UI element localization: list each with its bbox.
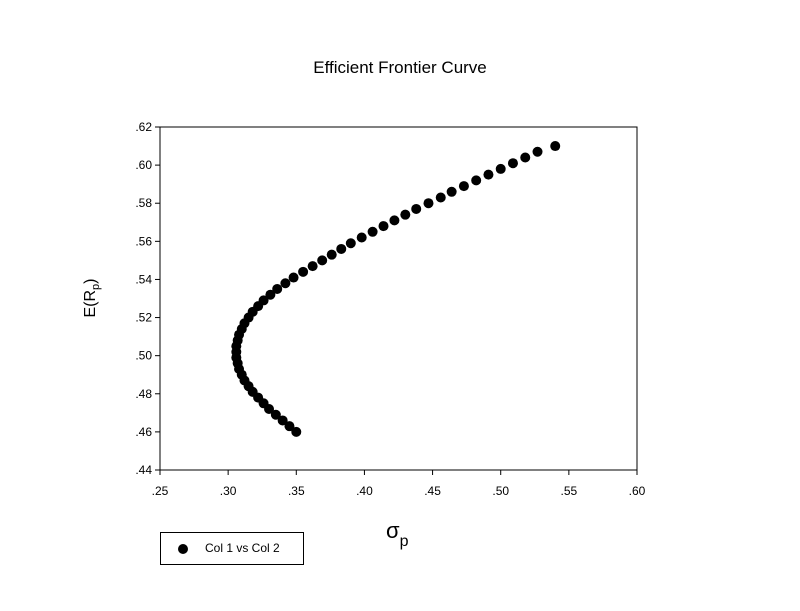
data-point [507, 158, 518, 169]
x-tick-label: .55 [561, 484, 578, 498]
y-tick-label: .44 [135, 463, 152, 477]
data-point [532, 146, 543, 157]
y-tick-label: .56 [135, 234, 152, 248]
y-tick-label: .52 [135, 311, 152, 325]
data-point [317, 255, 328, 266]
y-tick-label: .46 [135, 425, 152, 439]
data-point [298, 266, 309, 277]
legend-label: Col 1 vs Col 2 [205, 541, 280, 555]
data-point [280, 278, 291, 289]
x-tick-label: .60 [629, 484, 646, 498]
data-point [326, 249, 337, 260]
data-point [423, 198, 434, 209]
data-point [307, 261, 318, 272]
x-tick-label: .30 [220, 484, 237, 498]
legend: Col 1 vs Col 2 [160, 532, 304, 565]
data-point [288, 272, 299, 283]
data-point [270, 409, 281, 420]
x-axis: .25 .30 .35 .40 .45 .50 .55 .60 [152, 470, 646, 498]
data-point [495, 163, 506, 174]
data-point [458, 181, 469, 192]
y-tick-label: .60 [135, 158, 152, 172]
data-point [272, 283, 283, 294]
y-axis: .44 .46 .48 .50 .52 .54 .56 .58 .60 .62 [135, 120, 160, 477]
plot-frame [159, 126, 638, 471]
data-point [520, 152, 531, 163]
data-point [483, 169, 494, 180]
x-axis-label: σp [386, 518, 409, 550]
data-point [389, 215, 400, 226]
legend-marker [178, 544, 188, 554]
data-point [284, 421, 295, 432]
y-axis-label: E(Rp) [82, 278, 102, 318]
data-point [258, 295, 269, 306]
data-point [336, 243, 347, 254]
y-tick-label: .48 [135, 387, 152, 401]
chart-title: Efficient Frontier Curve [313, 58, 487, 77]
data-point [265, 289, 276, 300]
x-tick-label: .50 [492, 484, 509, 498]
y-tick-label: .50 [135, 349, 152, 363]
data-points [231, 141, 561, 437]
data-point [367, 226, 378, 237]
data-point [435, 192, 446, 203]
x-tick-label: .40 [356, 484, 373, 498]
data-point [356, 232, 367, 243]
data-point [400, 209, 411, 220]
data-point [345, 238, 356, 249]
y-tick-label: .62 [135, 120, 152, 134]
data-point [411, 203, 422, 214]
data-point [550, 141, 561, 152]
data-point [277, 415, 288, 426]
data-point [471, 175, 482, 186]
x-tick-label: .35 [288, 484, 305, 498]
y-tick-label: .54 [135, 272, 152, 286]
y-tick-label: .58 [135, 196, 152, 210]
data-point [378, 221, 389, 232]
data-point [446, 186, 457, 197]
data-point [291, 426, 302, 437]
x-tick-label: .45 [424, 484, 441, 498]
x-tick-label: .25 [152, 484, 169, 498]
